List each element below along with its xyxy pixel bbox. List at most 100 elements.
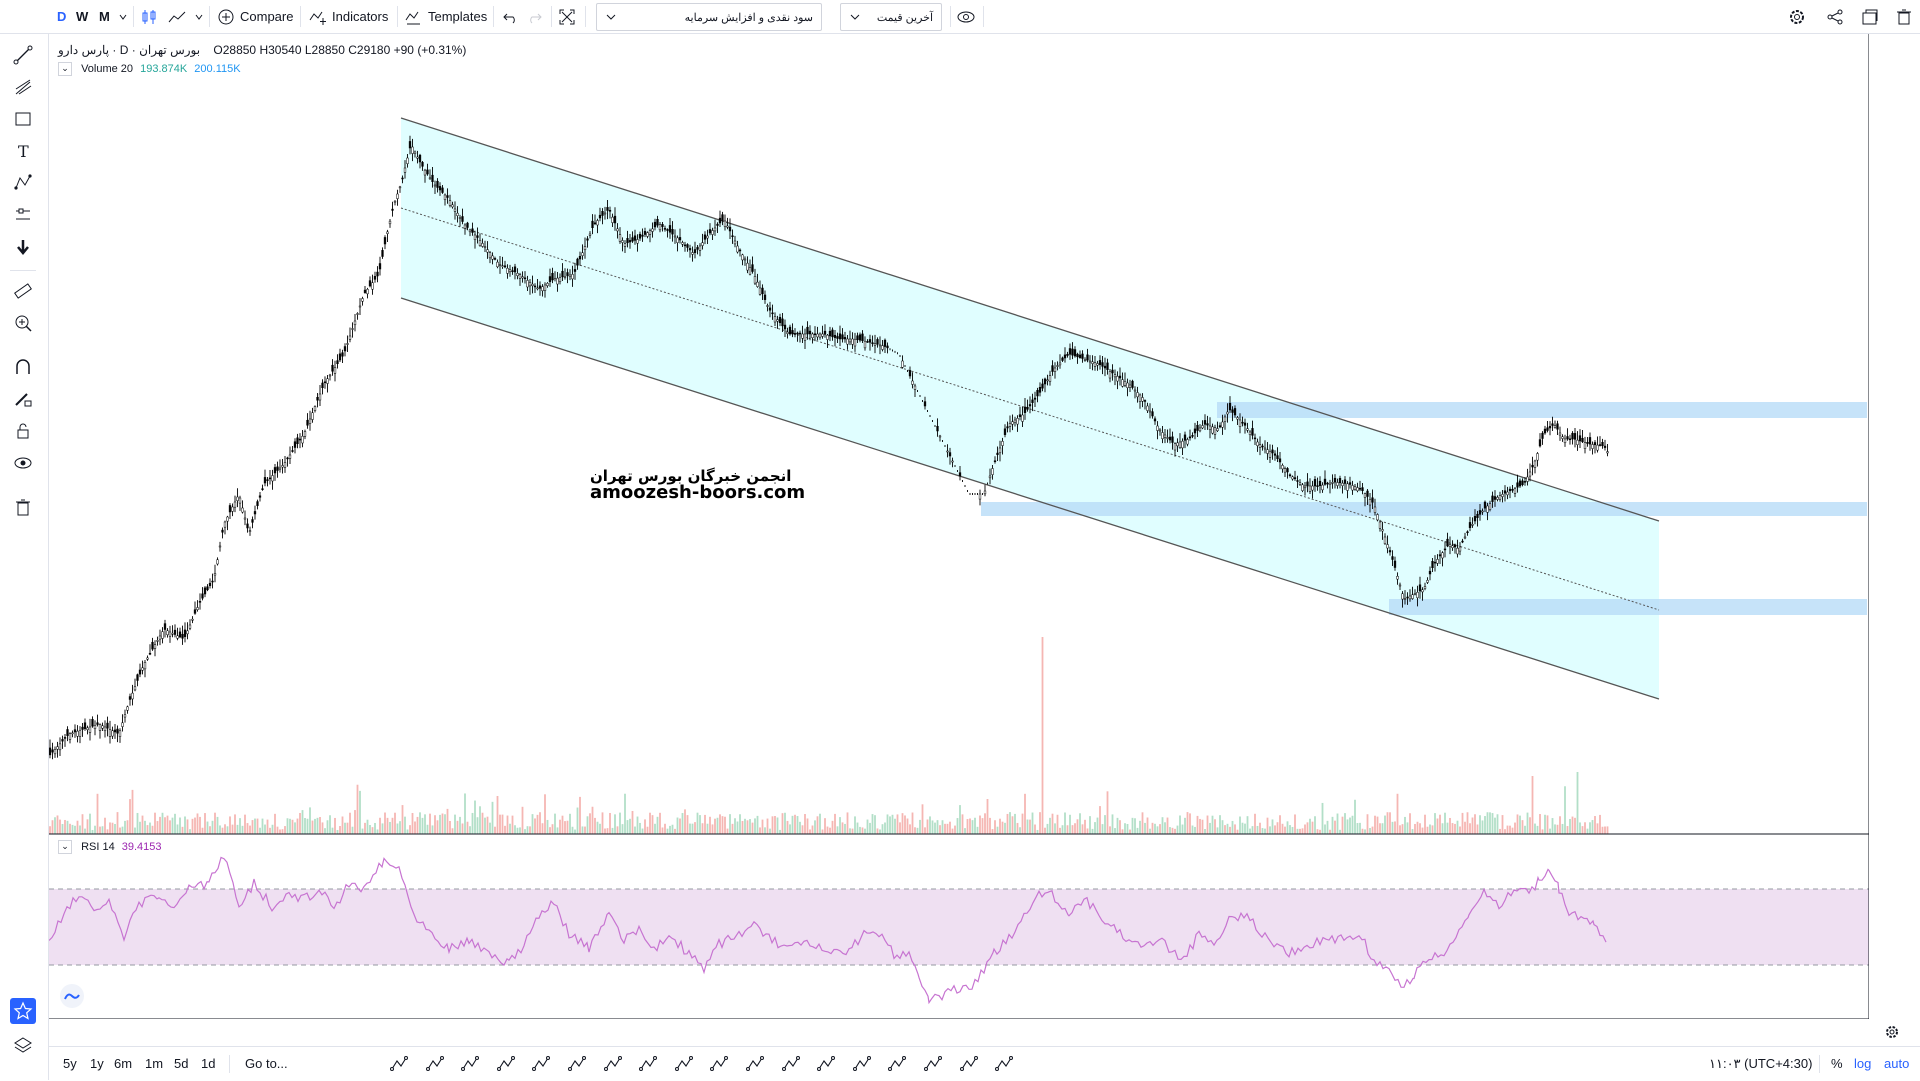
share-icon[interactable] xyxy=(1826,0,1844,33)
projection-icon[interactable] xyxy=(923,1054,943,1074)
templates-button[interactable]: Templates xyxy=(404,0,487,33)
interval-d[interactable]: D xyxy=(57,9,67,24)
horizontal-ray-icon[interactable] xyxy=(603,1054,623,1074)
trash-icon[interactable] xyxy=(10,494,36,520)
fullscreen-icon[interactable] xyxy=(558,0,576,33)
tradingview-logo-icon[interactable] xyxy=(60,984,84,1008)
candle-body xyxy=(1106,362,1109,370)
volume-bar xyxy=(819,813,821,834)
candle-body xyxy=(858,334,862,341)
horizontal-line-icon[interactable] xyxy=(781,1054,801,1074)
volume-bar xyxy=(741,821,744,834)
brush-icon[interactable] xyxy=(745,1054,765,1074)
pitchfork-icon[interactable] xyxy=(10,74,36,100)
interval-w[interactable]: W xyxy=(76,9,89,24)
range-5y[interactable]: 5y xyxy=(63,1056,77,1071)
candles-icon[interactable] xyxy=(140,0,158,33)
price-source-dropdown[interactable]: آخرین قیمت xyxy=(840,3,942,31)
candle-body xyxy=(863,340,867,349)
collapse-chevron-icon[interactable]: ⌄ xyxy=(58,840,72,854)
volume-bar xyxy=(926,819,929,834)
candle-body xyxy=(1308,485,1312,492)
magnet-icon[interactable] xyxy=(10,354,36,380)
chart-type-chevron-down-icon[interactable] xyxy=(194,0,204,33)
candle-body xyxy=(433,184,437,187)
arrow-down-icon[interactable] xyxy=(10,234,36,260)
indicators-button[interactable]: Indicators xyxy=(308,0,388,33)
eye-icon[interactable] xyxy=(10,450,36,476)
rsi-legend[interactable]: ⌄ RSI 14 39.4153 xyxy=(58,840,162,854)
pencil-lock-icon[interactable] xyxy=(10,386,36,412)
volume-bar xyxy=(889,816,891,834)
volume-bar xyxy=(141,815,144,834)
candle-body xyxy=(1176,442,1179,447)
volume-bar xyxy=(1529,817,1531,834)
callout-icon[interactable] xyxy=(567,1054,587,1074)
channel-lower-line[interactable] xyxy=(400,297,1660,700)
favorites-star-icon[interactable] xyxy=(10,998,36,1024)
rectangle-icon[interactable] xyxy=(460,1054,480,1074)
auto-toggle[interactable]: auto xyxy=(1884,1056,1910,1071)
compare-button[interactable]: Compare xyxy=(217,0,293,33)
support-zone-lower[interactable] xyxy=(1389,599,1867,615)
axis-settings-gear-icon[interactable] xyxy=(1884,1024,1900,1045)
range-6m[interactable]: 6m xyxy=(114,1056,133,1071)
volume-legend[interactable]: ⌄ Volume 20 193.874K 200.115K xyxy=(58,62,241,76)
text-icon[interactable]: T xyxy=(10,138,36,164)
goto-button[interactable]: Go to... xyxy=(245,1056,288,1071)
trend-line-icon[interactable] xyxy=(10,42,36,68)
settings-gear-icon[interactable] xyxy=(1788,0,1806,33)
price-chart[interactable]: 9200084000765006900063000570005300049000… xyxy=(49,34,1869,1019)
candle-body xyxy=(1123,381,1127,386)
zoom-icon[interactable] xyxy=(10,310,36,336)
abcd-pattern-icon[interactable] xyxy=(816,1054,836,1074)
delete-icon[interactable] xyxy=(1895,0,1913,33)
support-zone-upper[interactable] xyxy=(981,502,1867,516)
candle-body xyxy=(1458,546,1462,552)
line-chart-icon[interactable] xyxy=(167,0,187,33)
range-1y[interactable]: 1y xyxy=(90,1056,104,1071)
curve-icon[interactable] xyxy=(959,1054,979,1074)
ruler-icon[interactable] xyxy=(10,278,36,304)
text-icon[interactable] xyxy=(496,1054,516,1074)
resistance-zone[interactable] xyxy=(1217,402,1867,418)
candle-body xyxy=(1346,483,1349,491)
range-5d[interactable]: 5d xyxy=(174,1056,189,1071)
rectangle-icon[interactable] xyxy=(10,106,36,132)
eye-toggle-icon[interactable] xyxy=(956,0,976,33)
dividends-dropdown[interactable]: سود نقدی و افزایش سرمایه xyxy=(596,3,822,31)
interval-chevron-down-icon[interactable] xyxy=(118,0,128,33)
layers-icon[interactable] xyxy=(10,1032,36,1058)
elliott-wave-icon[interactable] xyxy=(887,1054,907,1074)
trend-line-icon[interactable] xyxy=(425,1054,445,1074)
candle-body xyxy=(668,225,672,233)
symbol-legend[interactable]: پارس دارو · D · بورس تهران O28850 H30540… xyxy=(58,43,466,57)
volume-bar xyxy=(1111,814,1114,834)
prediction-icon[interactable] xyxy=(10,202,36,228)
undo-icon[interactable] xyxy=(501,0,519,33)
collapse-chevron-icon[interactable]: ⌄ xyxy=(58,62,72,76)
volume-bar xyxy=(1326,820,1329,834)
redo-icon[interactable] xyxy=(526,0,544,33)
path-icon[interactable] xyxy=(674,1054,694,1074)
volume-bar xyxy=(831,820,834,834)
fib-retracement-icon[interactable] xyxy=(389,1054,409,1074)
timezone-label[interactable]: ۱۱:۰۳ (UTC+4:30) xyxy=(1709,1056,1813,1071)
measure-icon[interactable] xyxy=(709,1054,729,1074)
percent-toggle[interactable]: % xyxy=(1831,1056,1843,1071)
snapshot-icon[interactable] xyxy=(1861,0,1879,33)
range-1m[interactable]: 1m xyxy=(145,1056,164,1071)
volume-bar xyxy=(469,826,471,834)
log-toggle[interactable]: log xyxy=(1854,1056,1872,1071)
abc-pattern-icon[interactable] xyxy=(852,1054,872,1074)
candle-body xyxy=(476,235,479,238)
interval-m[interactable]: M xyxy=(99,9,110,24)
volume-bar xyxy=(1549,828,1551,834)
range-1d[interactable]: 1d xyxy=(201,1056,216,1071)
pattern-icon[interactable] xyxy=(10,170,36,196)
lock-icon[interactable] xyxy=(10,418,36,444)
channel-upper-line[interactable] xyxy=(400,117,1660,522)
pattern-icon[interactable] xyxy=(994,1054,1014,1074)
cross-line-icon[interactable] xyxy=(638,1054,658,1074)
parallel-channel-icon[interactable] xyxy=(531,1054,551,1074)
